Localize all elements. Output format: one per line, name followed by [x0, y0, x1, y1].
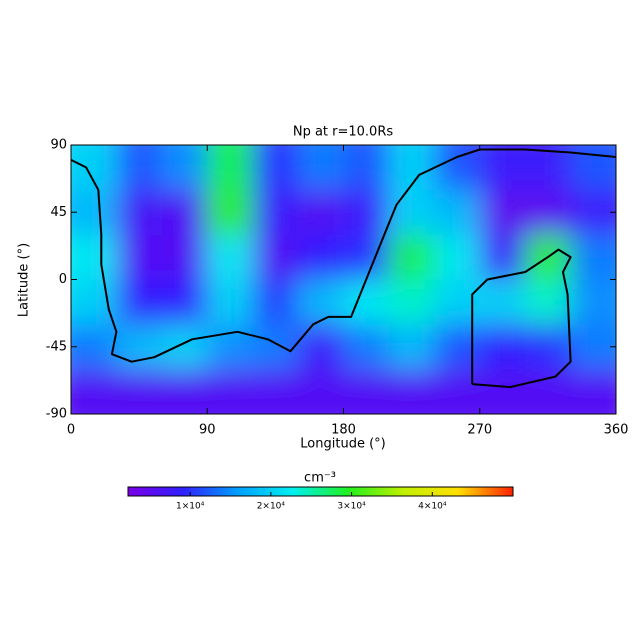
heat-cell — [116, 369, 163, 414]
heatmap-cells — [71, 145, 616, 414]
heat-cell — [252, 145, 300, 191]
heat-cell — [388, 369, 436, 414]
heat-cell — [388, 279, 436, 326]
heat-cell — [116, 324, 163, 371]
heat-cell — [161, 189, 209, 236]
heat-cell — [207, 369, 254, 414]
heat-cell — [116, 279, 163, 326]
x-tick-label: 360 — [604, 423, 629, 438]
heat-cell — [434, 324, 481, 371]
contour-line — [471, 248, 572, 389]
heat-cell — [388, 189, 436, 236]
x-axis-label: Longitude (°) — [300, 437, 385, 452]
heat-cell — [343, 234, 390, 281]
heat-cell — [434, 279, 481, 326]
heat-cell — [570, 145, 616, 191]
y-tick-label: 90 — [50, 138, 67, 153]
heat-cell — [298, 279, 345, 326]
chart-title: Np at r=10.0Rs — [293, 125, 394, 140]
heat-cell — [161, 279, 209, 326]
heat-cell — [343, 145, 390, 191]
heat-cell — [298, 324, 345, 371]
heat-cell — [479, 145, 527, 191]
x-tick-label: 270 — [467, 423, 492, 438]
heat-cell — [71, 324, 118, 371]
heat-cell — [479, 189, 527, 236]
heat-cell — [479, 279, 527, 326]
heat-cell — [161, 234, 209, 281]
heat-cell — [161, 145, 209, 191]
heat-cell — [252, 324, 300, 371]
heat-cell — [434, 189, 481, 236]
y-tick-label: -45 — [46, 339, 67, 354]
heat-cell — [388, 324, 436, 371]
heat-cell — [207, 324, 254, 371]
heat-cell — [252, 279, 300, 326]
colorbar — [127, 486, 514, 497]
heat-cell — [434, 145, 481, 191]
heat-cell — [570, 369, 616, 414]
contours — [71, 148, 616, 389]
heat-cell — [161, 369, 209, 414]
heat-cell — [71, 189, 118, 236]
heat-cell — [71, 145, 118, 191]
heat-cell — [298, 189, 345, 236]
heat-cell — [388, 234, 436, 281]
heat-cell — [570, 189, 616, 236]
heat-cell — [252, 369, 300, 414]
heat-cell — [71, 369, 118, 414]
heat-cell — [343, 369, 390, 414]
heat-cell — [298, 369, 345, 414]
heatmap — [71, 145, 616, 414]
heat-cell — [116, 234, 163, 281]
contour-line — [71, 148, 616, 363]
heat-cell — [116, 189, 163, 236]
heat-cell — [343, 324, 390, 371]
heat-cell — [525, 324, 572, 371]
heat-cell — [570, 324, 616, 371]
heat-cell — [570, 279, 616, 326]
heat-cell — [525, 189, 572, 236]
heat-cell — [479, 369, 527, 414]
heat-cell — [479, 324, 527, 371]
heat-cell — [343, 279, 390, 326]
x-tick-label: 180 — [331, 423, 356, 438]
x-tick-label: 0 — [67, 423, 75, 438]
heat-cell — [71, 234, 118, 281]
heat-cell — [207, 279, 254, 326]
heat-cell — [207, 234, 254, 281]
heat-cell — [116, 145, 163, 191]
y-tick-label: 45 — [50, 205, 67, 220]
heat-cell — [71, 279, 118, 326]
heat-cell — [343, 189, 390, 236]
heat-cell — [207, 145, 254, 191]
heat-cell — [298, 145, 345, 191]
colorbar-tick-label: 1×10⁴ — [176, 502, 205, 512]
heat-cell — [252, 189, 300, 236]
heat-cell — [388, 145, 436, 191]
heat-cell — [298, 234, 345, 281]
colorbar-tick-label: 3×10⁴ — [337, 502, 366, 512]
heat-cell — [161, 324, 209, 371]
y-tick-label: -90 — [46, 407, 67, 422]
heat-cell — [525, 279, 572, 326]
heat-cell — [252, 234, 300, 281]
heat-cell — [525, 145, 572, 191]
y-axis-label: Latitude (°) — [17, 243, 32, 317]
heat-cell — [207, 189, 254, 236]
heat-cell — [570, 234, 616, 281]
x-tick-label: 90 — [199, 423, 216, 438]
heat-cell — [434, 234, 481, 281]
y-tick-label: 0 — [59, 272, 67, 287]
colorbar-tick-label: 4×10⁴ — [418, 502, 447, 512]
colorbar-label: cm⁻³ — [304, 471, 336, 486]
colorbar-tick-label: 2×10⁴ — [257, 502, 286, 512]
heat-cell — [525, 369, 572, 414]
